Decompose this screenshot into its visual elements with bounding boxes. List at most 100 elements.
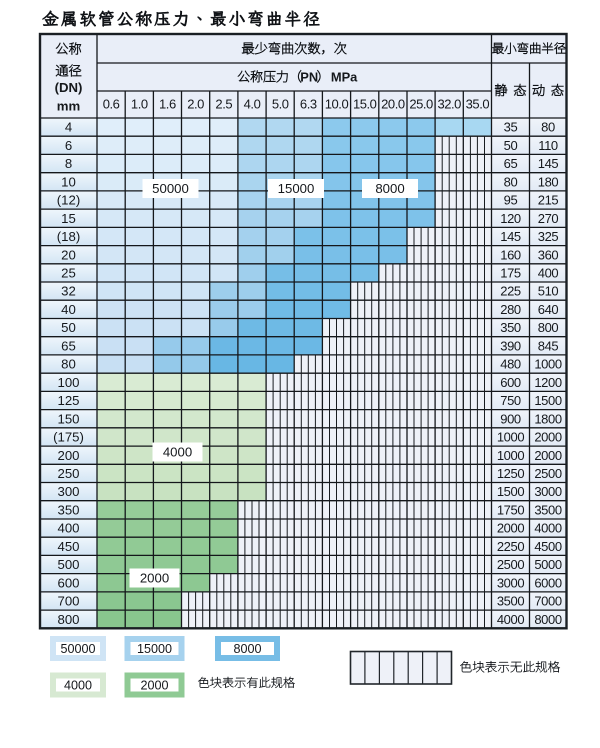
svg-text:2500: 2500 — [497, 557, 524, 572]
svg-text:15.0: 15.0 — [353, 97, 377, 112]
svg-text:80: 80 — [61, 357, 76, 372]
svg-text:145: 145 — [538, 156, 559, 171]
svg-text:225: 225 — [500, 284, 521, 299]
svg-text:2000: 2000 — [534, 448, 561, 463]
svg-text:2500: 2500 — [534, 466, 561, 481]
svg-text:8: 8 — [65, 156, 72, 171]
svg-text:900: 900 — [500, 411, 521, 426]
svg-text:1250: 1250 — [497, 466, 524, 481]
svg-text:65: 65 — [504, 156, 518, 171]
svg-text:2.0: 2.0 — [187, 97, 204, 112]
svg-text:7000: 7000 — [534, 594, 561, 609]
svg-text:MPa: MPa — [331, 69, 358, 84]
svg-text:80: 80 — [504, 174, 518, 189]
svg-text:1000: 1000 — [534, 357, 561, 372]
svg-text:2000: 2000 — [140, 571, 169, 586]
svg-text:750: 750 — [500, 393, 521, 408]
svg-text:180: 180 — [538, 174, 559, 189]
svg-text:65: 65 — [61, 338, 76, 353]
svg-text:3000: 3000 — [497, 575, 524, 590]
svg-text:1.6: 1.6 — [159, 97, 176, 112]
svg-text:25.0: 25.0 — [409, 97, 433, 112]
svg-text:110: 110 — [538, 138, 558, 153]
svg-text:125: 125 — [57, 393, 79, 408]
svg-text:4000: 4000 — [163, 445, 192, 460]
svg-text:1750: 1750 — [497, 502, 524, 517]
svg-text:4: 4 — [65, 120, 72, 135]
svg-text:32.0: 32.0 — [437, 97, 461, 112]
svg-text:10.0: 10.0 — [325, 97, 349, 112]
svg-text:(18): (18) — [57, 229, 80, 244]
svg-text:8000: 8000 — [375, 181, 404, 196]
svg-text:1800: 1800 — [534, 411, 561, 426]
svg-text:80: 80 — [541, 120, 555, 135]
svg-text:32: 32 — [61, 284, 76, 299]
svg-text:1000: 1000 — [497, 430, 524, 445]
svg-text:600: 600 — [500, 375, 521, 390]
svg-text:4000: 4000 — [64, 678, 92, 692]
svg-text:4.0: 4.0 — [244, 97, 261, 112]
svg-text:4500: 4500 — [534, 539, 561, 554]
svg-text:360: 360 — [538, 247, 559, 262]
svg-text:PN: PN — [300, 69, 318, 84]
svg-text:160: 160 — [500, 247, 521, 262]
svg-text:2000: 2000 — [140, 678, 168, 692]
svg-text:800: 800 — [57, 612, 79, 627]
svg-text:(DN): (DN) — [55, 80, 83, 95]
svg-text:510: 510 — [538, 284, 559, 299]
svg-text:3000: 3000 — [534, 484, 561, 499]
svg-text:600: 600 — [57, 575, 79, 590]
svg-text:25: 25 — [61, 266, 76, 281]
svg-text:2000: 2000 — [497, 521, 524, 536]
svg-text:5000: 5000 — [534, 557, 561, 572]
svg-text:400: 400 — [538, 266, 559, 281]
svg-text:35: 35 — [504, 120, 518, 135]
svg-text:5.0: 5.0 — [272, 97, 289, 112]
svg-text:15000: 15000 — [278, 181, 315, 196]
svg-text:4000: 4000 — [497, 612, 524, 627]
svg-text:450: 450 — [57, 539, 79, 554]
svg-text:500: 500 — [57, 557, 79, 572]
svg-text:175: 175 — [500, 266, 521, 281]
svg-text:100: 100 — [57, 375, 79, 390]
svg-text:(175): (175) — [53, 430, 84, 445]
svg-text:20: 20 — [61, 247, 76, 262]
svg-text:145: 145 — [500, 229, 521, 244]
svg-text:1000: 1000 — [497, 448, 524, 463]
svg-text:35.0: 35.0 — [466, 97, 490, 112]
svg-text:120: 120 — [500, 211, 521, 226]
svg-text:3500: 3500 — [497, 594, 524, 609]
svg-text:95: 95 — [504, 193, 518, 208]
svg-text:280: 280 — [500, 302, 521, 317]
svg-text:2000: 2000 — [534, 430, 561, 445]
svg-text:845: 845 — [538, 338, 559, 353]
svg-text:50000: 50000 — [152, 181, 189, 196]
svg-text:15: 15 — [61, 211, 76, 226]
svg-text:8000: 8000 — [233, 642, 261, 656]
svg-text:4000: 4000 — [534, 521, 561, 536]
svg-text:400: 400 — [57, 521, 79, 536]
svg-text:700: 700 — [57, 594, 79, 609]
svg-text:640: 640 — [538, 302, 559, 317]
svg-text:1500: 1500 — [497, 484, 524, 499]
svg-text:50000: 50000 — [60, 642, 95, 656]
svg-text:390: 390 — [500, 338, 521, 353]
svg-text:350: 350 — [500, 320, 521, 335]
svg-text:300: 300 — [57, 484, 79, 499]
svg-text:50: 50 — [504, 138, 518, 153]
svg-text:350: 350 — [57, 502, 79, 517]
svg-text:6: 6 — [65, 138, 72, 153]
svg-text:480: 480 — [500, 357, 521, 372]
svg-text:270: 270 — [538, 211, 559, 226]
svg-text:mm: mm — [57, 99, 80, 114]
svg-text:1200: 1200 — [534, 375, 561, 390]
svg-text:6.3: 6.3 — [300, 97, 317, 112]
svg-text:2.5: 2.5 — [215, 97, 232, 112]
svg-text:20.0: 20.0 — [381, 97, 405, 112]
svg-text:800: 800 — [538, 320, 559, 335]
svg-text:150: 150 — [57, 411, 79, 426]
svg-text:15000: 15000 — [137, 642, 172, 656]
svg-text:2250: 2250 — [497, 539, 524, 554]
svg-text:325: 325 — [538, 229, 559, 244]
svg-text:(12): (12) — [57, 193, 80, 208]
